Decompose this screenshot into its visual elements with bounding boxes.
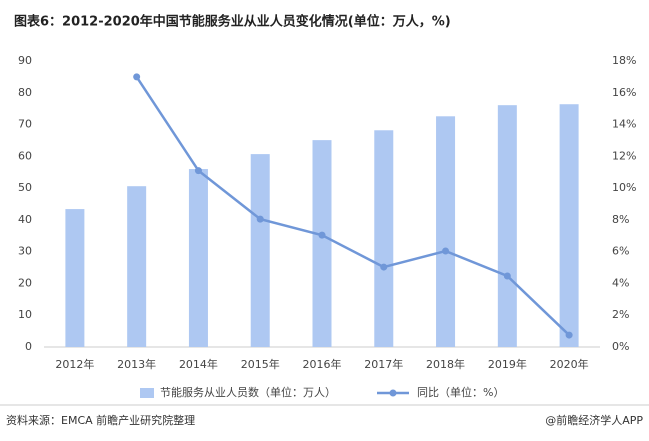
- bar: [188, 169, 208, 347]
- chart-title: 图表6：2012-2020年中国节能服务业从业人员变化情况(单位：万人，%): [14, 14, 451, 30]
- y2-tick-label: 0%: [612, 340, 629, 353]
- y-tick-label: 70: [18, 118, 32, 131]
- x-tick-label: 2014年: [179, 357, 218, 371]
- y2-tick-label: 10%: [612, 181, 636, 194]
- y2-tick-label: 12%: [612, 149, 636, 162]
- source: 资料来源：EMCA 前瞻产业研究院整理: [6, 413, 195, 427]
- y2-tick-label: 14%: [612, 118, 636, 131]
- point: [565, 331, 573, 339]
- y2-tick-label: 18%: [612, 54, 636, 67]
- bar: [559, 104, 579, 348]
- point: [503, 272, 511, 280]
- y2-tick-label: 16%: [612, 86, 636, 99]
- y-tick-label: 50: [18, 181, 32, 194]
- x-tick-label: 2019年: [488, 357, 527, 371]
- legend-swatch: [140, 388, 154, 398]
- x-tick-label: 2015年: [241, 357, 280, 371]
- y-tick-label: 20: [18, 276, 32, 289]
- y2-tick-label: 6%: [612, 245, 629, 258]
- bar: [497, 105, 517, 347]
- y2-tick-label: 2%: [612, 308, 629, 321]
- bar: [250, 154, 270, 347]
- bar: [127, 186, 147, 347]
- point: [442, 247, 450, 255]
- bar: [65, 209, 85, 347]
- credit: @前瞻经济学人APP: [545, 413, 643, 427]
- y-tick-label: 80: [18, 86, 32, 99]
- point: [380, 263, 388, 271]
- y-tick-label: 60: [18, 149, 32, 162]
- point: [318, 231, 326, 239]
- point: [133, 73, 141, 81]
- y2-tick-label: 8%: [612, 213, 629, 226]
- bar: [374, 130, 394, 347]
- y-tick-label: 0: [25, 340, 32, 353]
- x-tick-label: 2017年: [364, 357, 403, 371]
- legend-label: 节能服务从业人员数（单位：万人）: [160, 385, 336, 399]
- x-tick-label: 2013年: [117, 357, 156, 371]
- point: [194, 167, 202, 175]
- line: [135, 76, 570, 336]
- y-tick-label: 30: [18, 245, 32, 258]
- bar: [312, 140, 332, 347]
- legend-swatch: [389, 389, 397, 397]
- y-tick-label: 90: [18, 54, 32, 67]
- x-tick-label: 2018年: [426, 357, 465, 371]
- legend-label: 同比（单位：%）: [417, 385, 504, 399]
- x-tick-label: 2016年: [303, 357, 342, 371]
- point: [256, 215, 264, 223]
- y2-tick-label: 4%: [612, 276, 629, 289]
- x-tick-label: 2012年: [55, 357, 94, 371]
- y-tick-label: 10: [18, 308, 32, 321]
- y-tick-label: 40: [18, 213, 32, 226]
- x-tick-label: 2020年: [550, 357, 589, 371]
- bar: [436, 116, 456, 347]
